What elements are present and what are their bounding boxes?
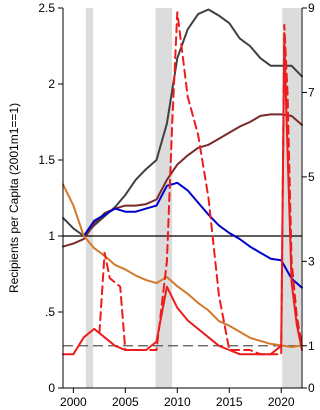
left-tick-label: .5	[45, 305, 55, 319]
left-tick-label: 2.5	[38, 1, 55, 15]
series-layer	[62, 8, 303, 356]
series-line-3	[82, 181, 303, 289]
left-tick-label: 1	[48, 229, 55, 243]
series-line-5	[62, 36, 303, 356]
right-tick-label: 1	[308, 339, 315, 353]
recession-band-1	[85, 8, 94, 388]
series-line-6	[98, 11, 303, 356]
series-line-4	[62, 183, 303, 348]
left-axis-title: Recipients per Capita (2001m1==1)	[7, 103, 21, 293]
axes-layer: Recipients per Capita (2001m1==1) 0 .5 1 1.…	[7, 1, 315, 409]
left-tick-label: 1.5	[38, 153, 55, 167]
right-tick-label: 0	[308, 381, 315, 395]
right-tick-label: 9	[308, 1, 315, 15]
right-tick-label: 7	[308, 85, 315, 99]
recession-band-2	[155, 8, 173, 388]
series-line-1	[62, 8, 303, 237]
right-tick-label: 3	[308, 254, 315, 268]
x-tick-label: 2010	[164, 395, 191, 409]
x-tick-label: 2005	[112, 395, 139, 409]
series-line-2	[62, 113, 303, 248]
x-tick-label: 2000	[60, 395, 87, 409]
x-tick-label: 2015	[216, 395, 243, 409]
right-tick-label: 5	[308, 170, 315, 184]
left-tick-label: 2	[48, 77, 55, 91]
reference-lines-layer	[63, 235, 302, 347]
x-tick-label: 2020	[268, 395, 295, 409]
left-tick-label: 0	[48, 381, 55, 395]
